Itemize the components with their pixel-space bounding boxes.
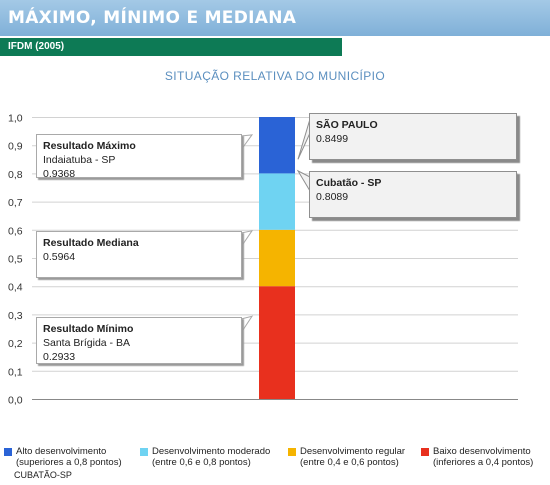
y-tick-label: 0,6: [8, 225, 23, 237]
y-tick-label: 0,8: [8, 169, 23, 181]
bar-band: [259, 173, 295, 230]
callout-pointer: [296, 169, 311, 192]
callout-median-title: Resultado Mediana: [43, 237, 139, 249]
chart-title: SITUAÇÃO RELATIVA DO MUNICÍPIO: [164, 69, 386, 83]
callout-pointer: [297, 118, 311, 160]
callout-min-value: 0.2933: [43, 351, 76, 363]
callout-max: Resultado Máximo Indaiatuba - SP 0.9368: [36, 134, 242, 180]
callout-cubatao-value: 0.8089: [316, 191, 349, 203]
callout-pointer: [240, 230, 254, 248]
subheader-label: IFDM (2005): [8, 41, 65, 52]
bar-band: [259, 229, 295, 287]
y-tick-label: 0,1: [8, 366, 23, 378]
bar-band: [259, 286, 295, 399]
y-tick-label: 0,4: [8, 282, 23, 294]
y-tick-label: 0,7: [8, 197, 23, 209]
legend-swatch-baixo: [421, 448, 429, 456]
y-tick-label: 0,3: [8, 310, 23, 322]
legend-swatch-regular: [288, 448, 296, 456]
callout-median-value: 0.5964: [43, 251, 76, 263]
callout-cubatao-title: Cubatão - SP: [316, 177, 382, 189]
legend-label-moderado: Desenvolvimento moderado: [152, 446, 271, 457]
callout-max-place: Indaiatuba - SP: [43, 154, 116, 166]
legend-label-baixo: Baixo desenvolvimento: [433, 446, 531, 457]
y-tick-label: 0,2: [8, 338, 23, 350]
legend: Alto desenvolvimento (superiores a 0,8 po…: [0, 440, 550, 485]
legend-label-regular: Desenvolvimento regular: [300, 446, 406, 457]
header-bar: MÁXIMO, MÍNIMO E MEDIANA: [0, 0, 550, 36]
legend-range-moderado: (entre 0,6 e 0,8 pontos): [152, 457, 251, 468]
callout-min: Resultado Mínimo Santa Brígida - BA 0.29…: [36, 317, 242, 364]
legend-label-alto: Alto desenvolvimento: [16, 446, 107, 457]
callout-sao-paulo: SÃO PAULO 0.8499: [309, 113, 517, 160]
callout-sao-paulo-value: 0.8499: [316, 133, 349, 145]
callout-pointer: [240, 315, 254, 334]
legend-range-alto: (superiores a 0,8 pontos): [16, 457, 122, 468]
y-tick-label: 1,0: [8, 113, 23, 125]
page-title: MÁXIMO, MÍNIMO E MEDIANA: [8, 8, 297, 28]
callout-sao-paulo-title: SÃO PAULO: [316, 119, 378, 131]
y-tick-label: 0,0: [8, 395, 23, 407]
callout-max-title: Resultado Máximo: [43, 140, 136, 152]
y-tick-label: 0,9: [8, 141, 23, 153]
callout-max-value: 0.9368: [43, 168, 76, 180]
chart-svg: 0,0 0,1 0,2 0,3 0,4 0,5 0,6 0,7 0,8 0,9 1,0: [8, 113, 518, 407]
legend-range-baixo: (inferiores a 0,4 pontos): [433, 457, 534, 468]
bar-band: [259, 117, 295, 174]
callout-cubatao: Cubatão - SP 0.8089: [309, 171, 517, 218]
callout-min-place: Santa Brígida - BA: [43, 337, 130, 349]
callout-pointer: [240, 134, 254, 151]
legend-swatch-alto: [4, 448, 12, 456]
legend-footnote: CUBATÃO-SP: [14, 470, 72, 480]
y-tick-label: 0,5: [8, 254, 23, 266]
callout-min-title: Resultado Mínimo: [43, 323, 134, 335]
callout-median: Resultado Mediana 0.5964: [36, 231, 242, 278]
legend-swatch-moderado: [140, 448, 148, 456]
legend-range-regular: (entre 0,4 e 0,6 pontos): [300, 457, 399, 468]
subheader-bar: IFDM (2005): [0, 38, 342, 56]
